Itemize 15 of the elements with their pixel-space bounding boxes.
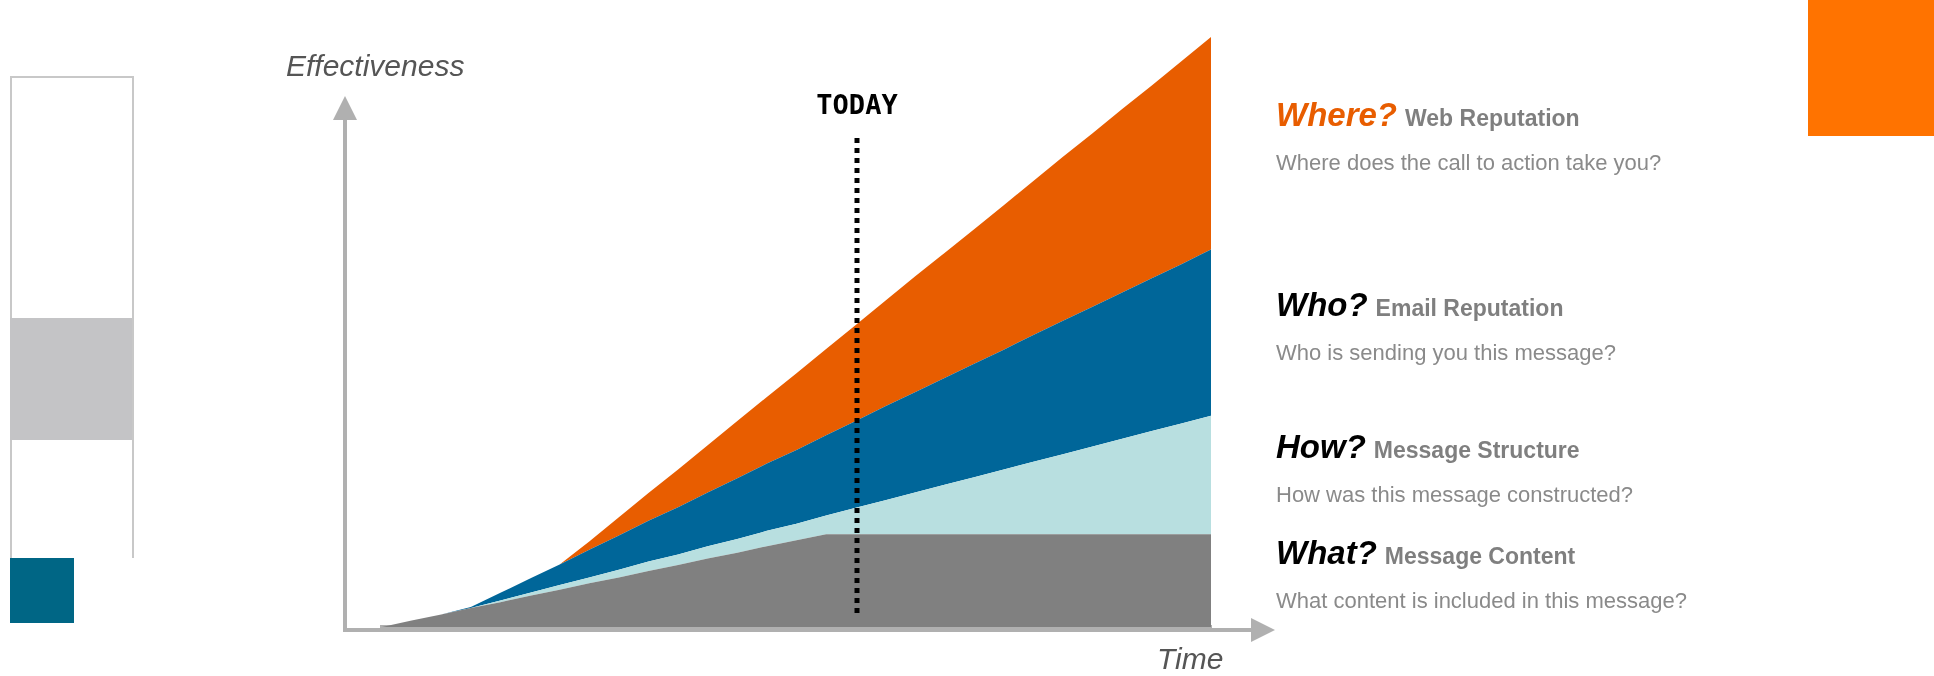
text: Email Reputation <box>1375 294 1564 321</box>
text: Message Structure <box>1373 437 1580 464</box>
text: Who is sending you this message? <box>1276 339 1616 365</box>
text: How was this message constructed? <box>1276 482 1634 508</box>
y-axis-title: Effectiveness <box>286 49 465 83</box>
text: Message Content <box>1384 542 1576 569</box>
text: Where does the call to action take you? <box>1276 150 1662 176</box>
series-label: Where? <box>1276 96 1398 134</box>
annotation: TODAY <box>816 89 898 120</box>
series-label: What? <box>1276 533 1377 571</box>
series-label: How? <box>1276 428 1366 466</box>
text: Web Reputation <box>1405 105 1580 132</box>
series-label: Who? <box>1276 285 1368 323</box>
text: What content is included in this message? <box>1276 587 1687 613</box>
x-axis-title: Time <box>1157 642 1224 675</box>
